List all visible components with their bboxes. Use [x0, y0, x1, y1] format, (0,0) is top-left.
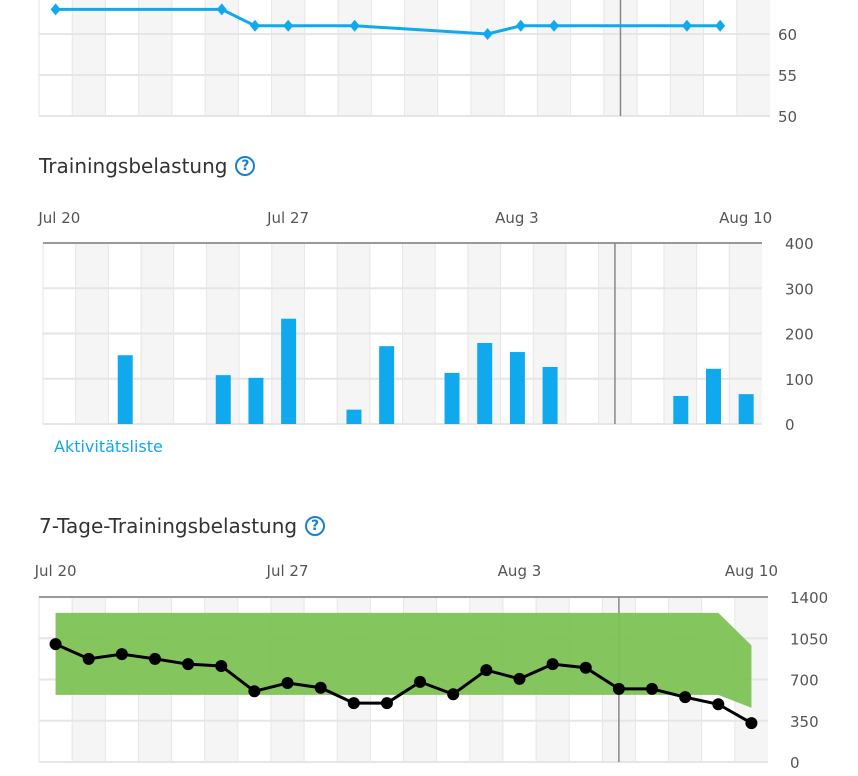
help-icon[interactable]: ?	[235, 156, 256, 176]
y-tick-label: 300	[785, 280, 814, 298]
data-point	[546, 658, 559, 671]
data-point	[115, 648, 128, 661]
bar	[346, 414, 362, 424]
data-point	[347, 697, 360, 710]
activity-list-link[interactable]: Aktivitätsliste	[54, 437, 163, 456]
data-point	[513, 672, 526, 685]
x-tick-label: Jul 27	[266, 209, 309, 227]
x-tick-label: Aug 3	[495, 209, 539, 227]
training-load-title: Trainingsbelastung	[39, 154, 228, 178]
training-load-heading: Trainingsbelastung ?	[39, 154, 256, 178]
data-point	[82, 652, 95, 665]
data-point	[712, 698, 725, 711]
bar	[673, 395, 689, 424]
data-point	[215, 659, 228, 672]
x-tick-label: Jul 20	[34, 562, 77, 580]
data-point	[579, 661, 592, 674]
x-tick-label: Aug 3	[498, 562, 542, 580]
bar	[738, 394, 754, 424]
data-point-diamond	[482, 28, 493, 40]
data-point-diamond	[216, 3, 227, 16]
data-point	[745, 717, 758, 730]
day-column	[404, 0, 438, 116]
day-column	[736, 0, 770, 116]
day-column	[670, 0, 704, 116]
seven-day-load-title: 7-Tage-Trainingsbelastung	[39, 514, 298, 538]
y-tick-label: 100	[785, 371, 814, 389]
data-point	[679, 691, 692, 704]
y-tick-label: 60	[778, 26, 797, 44]
data-point	[148, 652, 161, 665]
bar	[705, 368, 721, 424]
data-point-diamond	[50, 3, 61, 16]
y-tick-label: 350	[790, 713, 819, 731]
data-point-diamond	[283, 19, 294, 32]
bar	[542, 366, 558, 424]
data-point	[612, 682, 625, 695]
y-tick-label: 400	[785, 235, 814, 253]
data-point	[414, 675, 427, 688]
data-point	[380, 697, 393, 710]
data-point-diamond	[681, 19, 692, 32]
day-column	[138, 0, 172, 116]
data-point	[447, 688, 460, 701]
chart-trainingsbelastung: 400 300 200 100 0 Jul 20 Jul 27 Aug 3 Aug 10	[37, 209, 813, 434]
y-tick-label: 0	[785, 416, 795, 434]
bar	[477, 343, 493, 424]
chart-weight: 60 55 50	[38, 0, 797, 126]
y-tick-label: 0	[790, 754, 800, 772]
data-point-diamond	[549, 19, 560, 32]
data-point	[49, 638, 62, 651]
optimal-range-band	[55, 612, 752, 708]
x-tick-label: Jul 20	[37, 209, 80, 227]
data-point-diamond	[249, 19, 260, 32]
data-point	[281, 677, 294, 690]
day-column	[72, 0, 106, 116]
bar	[509, 352, 525, 424]
series-line	[55, 7, 721, 36]
x-tick-label: Aug 10	[725, 562, 778, 580]
day-column	[338, 0, 372, 116]
y-tick-label: 55	[778, 67, 797, 85]
y-tick-label: 50	[778, 108, 797, 126]
x-tick-label: Aug 10	[719, 209, 772, 227]
data-point-diamond	[349, 19, 360, 32]
bar	[215, 375, 231, 424]
chart-7-tage-trainingsbelastung: 1400 1050 700 350 0 Jul 20 Jul 27 Aug 3 Aug 10	[34, 562, 829, 772]
data-point	[480, 664, 493, 677]
help-icon[interactable]: ?	[305, 516, 326, 536]
data-point-diamond	[715, 19, 726, 32]
data-point	[248, 685, 261, 698]
bar	[281, 318, 297, 419]
bar	[248, 377, 264, 424]
x-tick-label: Jul 27	[266, 562, 309, 580]
day-column	[537, 0, 571, 116]
y-tick-label: 200	[785, 326, 814, 344]
day-column	[205, 0, 239, 116]
data-point	[646, 682, 659, 695]
series-line	[54, 642, 753, 725]
bar	[117, 355, 133, 424]
y-tick-label: 1400	[790, 589, 828, 607]
bar	[346, 409, 362, 415]
y-tick-label: 700	[790, 672, 819, 690]
data-point	[314, 681, 327, 694]
data-point-diamond	[515, 19, 526, 32]
day-column	[470, 0, 505, 116]
bar	[281, 418, 297, 424]
data-point	[182, 658, 195, 671]
seven-day-load-heading: 7-Tage-Trainingsbelastung ?	[39, 514, 326, 538]
bar	[444, 372, 460, 424]
bar	[379, 346, 395, 424]
y-tick-label: 1050	[790, 630, 828, 648]
day-column	[271, 0, 305, 116]
